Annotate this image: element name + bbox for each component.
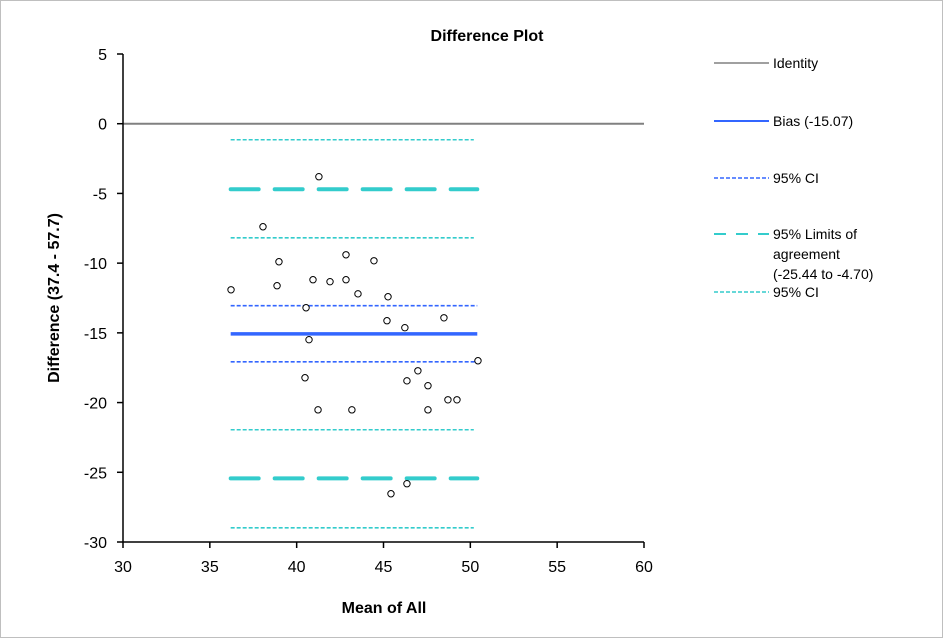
data-point xyxy=(424,382,432,390)
legend-label: Identity xyxy=(773,55,818,71)
legend-label: 95% CI xyxy=(773,170,819,186)
reference-lines xyxy=(123,122,644,529)
data-point xyxy=(401,323,409,332)
x-tick-label: 60 xyxy=(635,559,653,576)
data-point xyxy=(474,357,482,365)
legend: Identity Bias (-15.07) 95% CI 95% Limits of… xyxy=(714,55,873,300)
data-point xyxy=(314,406,322,414)
data-point xyxy=(440,314,448,322)
x-tick-label: 45 xyxy=(375,559,393,576)
legend-label: Bias (-15.07) xyxy=(773,113,853,129)
data-point xyxy=(273,282,281,290)
x-tick-label: 30 xyxy=(114,559,132,576)
data-point xyxy=(387,490,395,498)
data-point xyxy=(403,377,411,385)
y-tick-label: -10 xyxy=(84,256,107,273)
data-point xyxy=(342,276,350,284)
data-point xyxy=(453,396,461,404)
data-point xyxy=(414,367,422,375)
chart-title: Difference Plot xyxy=(431,28,545,45)
data-point xyxy=(383,317,391,325)
x-tick-label: 50 xyxy=(461,559,479,576)
data-points xyxy=(227,172,482,498)
data-point xyxy=(302,304,310,312)
x-tick-label: 40 xyxy=(288,559,306,576)
legend-label: 95% CI xyxy=(773,284,819,300)
data-point xyxy=(275,258,283,266)
data-point xyxy=(444,396,452,404)
data-point xyxy=(403,480,411,488)
y-tick-label: -5 xyxy=(93,186,107,203)
y-tick-label: -30 xyxy=(84,535,107,552)
data-point xyxy=(301,374,309,382)
y-axis-title: Difference (37.4 - 57.7) xyxy=(46,213,63,383)
data-point xyxy=(342,251,350,259)
data-point xyxy=(370,257,378,265)
x-tick-label: 35 xyxy=(201,559,219,576)
legend-label: 95% Limits of xyxy=(773,226,857,242)
data-point xyxy=(259,223,267,231)
data-point xyxy=(354,290,362,298)
y-tick-label: -20 xyxy=(84,396,107,413)
data-point xyxy=(305,335,313,344)
y-tick-label: 0 xyxy=(98,117,107,134)
legend-label: agreement xyxy=(773,246,840,262)
y-tick-label: -15 xyxy=(84,326,107,343)
y-tick-label: -25 xyxy=(84,465,107,482)
data-point xyxy=(227,286,235,294)
data-point xyxy=(315,172,323,181)
x-tick-label: 55 xyxy=(548,559,566,576)
data-point xyxy=(384,293,392,301)
data-point xyxy=(326,277,334,286)
y-tick-label: 5 xyxy=(98,47,107,64)
data-point xyxy=(348,406,356,414)
data-point xyxy=(309,276,317,284)
data-point xyxy=(424,406,432,414)
legend-label: (-25.44 to -4.70) xyxy=(773,266,873,282)
x-axis-title: Mean of All xyxy=(342,600,427,617)
